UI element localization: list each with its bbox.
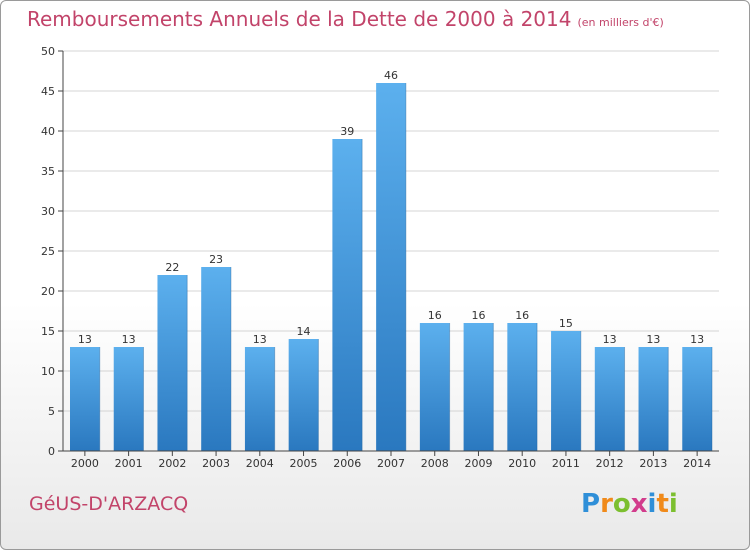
logo-letter: i [647,489,657,519]
data-label-2002: 22 [165,261,179,274]
y-tick-label: 10 [41,365,55,378]
x-tick-label: 2007 [377,457,405,470]
x-tick-label: 2006 [333,457,361,470]
bar-2007 [376,83,406,451]
x-tick-label: 2001 [115,457,143,470]
data-label-2013: 13 [646,333,660,346]
logo-letter: i [668,489,678,519]
y-tick-label: 50 [41,45,55,58]
y-tick-label: 5 [48,405,55,418]
bar-2002 [157,275,188,451]
bar-2006 [332,139,363,451]
x-tick-label: 2009 [464,457,492,470]
y-tick-label: 25 [41,245,55,258]
data-label-2001: 13 [122,333,136,346]
bars [69,83,713,451]
bar-2010 [507,323,538,451]
y-tick-label: 0 [48,445,55,458]
logo-letter: o [612,489,631,519]
x-tick-label: 2010 [508,457,536,470]
data-label-2008: 16 [428,309,442,322]
bar-2014 [682,347,713,451]
logo-letter: r [600,489,613,519]
x-tick-label: 2008 [421,457,449,470]
bar-2013 [638,347,669,451]
axes: 0 5 10 15 20 25 30 35 40 45 50 2000 2001 2002 2003 2004… [41,45,719,470]
y-tick-label: 45 [41,85,55,98]
data-label-2006: 39 [340,125,354,138]
x-tick-label: 2005 [290,457,318,470]
proxiti-logo: Proxiti [581,489,678,519]
y-tick-label: 40 [41,125,55,138]
bar-2005 [288,339,319,451]
bar-2003 [201,267,231,451]
x-tick-label: 2013 [639,457,667,470]
y-tick-label: 30 [41,205,55,218]
data-label-2012: 13 [603,333,617,346]
bar-2000 [69,347,100,451]
data-label-2004: 13 [253,333,267,346]
chart-title: Remboursements Annuels de la Dette de 20… [27,7,664,31]
y-tick-label: 20 [41,285,55,298]
x-tick-label: 2004 [246,457,274,470]
bar-2001 [113,347,144,451]
data-label-2011: 15 [559,317,573,330]
bar-2012 [594,347,625,451]
data-label-2014: 13 [690,333,704,346]
bar-2009 [463,323,494,451]
data-label-2007: 46 [384,69,398,82]
x-tick-label: 2014 [683,457,711,470]
bar-2011 [551,331,581,451]
logo-letter: t [656,489,669,519]
x-tick-label: 2011 [552,457,580,470]
data-label-2010: 16 [515,309,529,322]
y-tick-label: 35 [41,165,55,178]
x-tick-label: 2000 [71,457,99,470]
data-label-2005: 14 [297,325,311,338]
data-label-2009: 16 [471,309,485,322]
x-tick-label: 2012 [596,457,624,470]
chart-unit: (en milliers d'€) [577,16,664,29]
x-tick-label: 2003 [202,457,230,470]
logo-letter: x [630,489,648,519]
data-label-2000: 13 [78,333,92,346]
commune-name: GéUS-D'ARZACQ [29,493,189,515]
logo-letter: P [581,489,601,519]
chart-title-text: Remboursements Annuels de la Dette de 20… [27,7,572,31]
bar-2004 [244,347,275,451]
bar-2008 [419,323,450,451]
data-labels: 13 13 22 23 13 14 39 46 16 16 16 15 13 13 13 [78,69,704,346]
data-label-2003: 23 [209,253,223,266]
x-tick-label: 2002 [158,457,186,470]
y-tick-label: 15 [41,325,55,338]
